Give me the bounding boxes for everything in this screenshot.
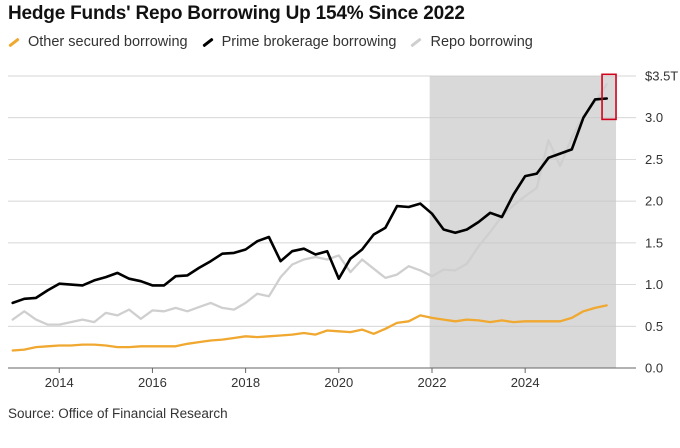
y-tick-label-6: 3.0 xyxy=(645,110,663,125)
legend-label-prime-brokerage: Prime brokerage borrowing xyxy=(221,34,397,50)
x-tick-label-1: 2016 xyxy=(138,375,167,390)
legend-label-other-secured: Other secured borrowing xyxy=(28,34,188,50)
x-tick-label-5: 2024 xyxy=(511,375,540,390)
series-line-prime-brokerage xyxy=(11,97,608,305)
legend-item-prime-brokerage: Prime brokerage borrowing xyxy=(201,34,397,50)
y-tick-label-2: 1.0 xyxy=(645,277,663,292)
highlight-box xyxy=(601,73,617,121)
chart-title: Hedge Funds' Repo Borrowing Up 154% Sinc… xyxy=(8,3,465,24)
y-tick-label-5: 2.5 xyxy=(645,152,663,167)
source-note: Source: Office of Financial Research xyxy=(8,406,228,421)
y-tick-label-0: 0.0 xyxy=(645,361,663,376)
shaded-region-since-2022 xyxy=(429,76,617,368)
y-tick-label-7: $3.5T xyxy=(645,69,678,84)
y-tick-label-4: 2.0 xyxy=(645,194,663,209)
series-line-repo xyxy=(11,83,608,326)
x-tick-label-2: 2018 xyxy=(231,375,260,390)
legend-label-repo: Repo borrowing xyxy=(430,34,533,50)
x-tick-label-0: 2014 xyxy=(45,375,74,390)
x-tick-label-3: 2020 xyxy=(324,375,353,390)
legend: Other secured borrowing Prime brokerage … xyxy=(8,34,547,50)
x-tick-label-4: 2022 xyxy=(418,375,447,390)
series-line-other-secured xyxy=(11,304,608,352)
y-tick-label-3: 1.5 xyxy=(645,235,663,250)
legend-item-other-secured: Other secured borrowing xyxy=(8,34,188,50)
legend-item-repo: Repo borrowing xyxy=(410,34,533,50)
y-tick-label-1: 0.5 xyxy=(645,319,663,334)
